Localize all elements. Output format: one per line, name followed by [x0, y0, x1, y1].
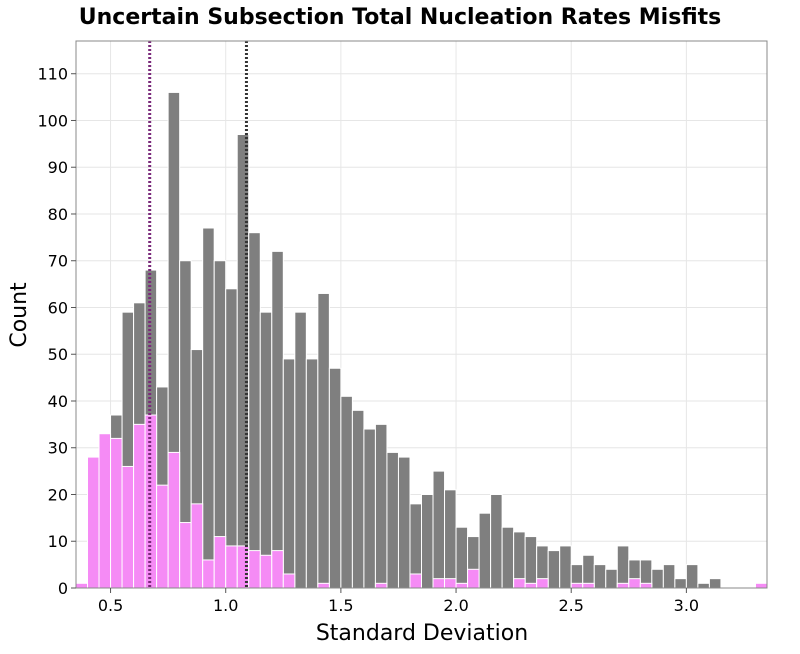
- bar-subset: [374, 582, 388, 589]
- bar-all: [340, 395, 353, 589]
- bar-subset: [455, 582, 469, 589]
- x-tick-label: 2.5: [558, 596, 583, 615]
- bar-subset: [156, 484, 169, 589]
- bar-subset: [259, 554, 273, 589]
- bar-all: [662, 564, 676, 589]
- x-tick-label: 1.0: [213, 596, 238, 615]
- bar-all: [374, 423, 388, 589]
- bar-all: [651, 568, 664, 589]
- bar-subset: [570, 582, 584, 589]
- x-axis-label: Standard Deviation: [316, 621, 528, 646]
- bar-all: [593, 564, 607, 589]
- bar-subset: [282, 573, 296, 589]
- reference-lines: [148, 41, 248, 588]
- y-tick-label: 20: [48, 485, 68, 504]
- bar-subset: [133, 423, 146, 589]
- y-tick-label: 0: [58, 579, 68, 598]
- bar-all: [455, 526, 469, 589]
- chart-title: Uncertain Subsection Total Nucleation Ra…: [79, 5, 721, 30]
- bar-all: [397, 456, 411, 589]
- y-tick-label: 110: [37, 65, 68, 84]
- bar-subset: [524, 582, 538, 589]
- y-tick-label: 10: [48, 532, 68, 551]
- bar-all: [363, 428, 376, 589]
- bar-all: [225, 288, 238, 589]
- bar-all: [432, 470, 446, 589]
- bar-subset: [179, 522, 192, 589]
- bar-all: [685, 564, 699, 589]
- bar-all: [421, 493, 434, 589]
- bar-subset: [271, 550, 284, 589]
- x-tick-label: 1.5: [328, 596, 353, 615]
- x-axis-ticks: 0.5 1.0 1.5 2.0 2.5 3.0: [98, 588, 699, 615]
- y-axis-label: Count: [7, 282, 32, 348]
- bar-subset: [202, 559, 215, 589]
- bar-subset: [248, 550, 261, 589]
- x-tick-label: 3.0: [674, 596, 699, 615]
- x-tick-label: 2.0: [443, 596, 468, 615]
- bar-subset: [317, 582, 330, 589]
- bar-all: [444, 489, 457, 589]
- bar-all: [282, 358, 296, 589]
- y-tick-label: 40: [48, 392, 68, 411]
- bar-all: [708, 578, 722, 589]
- bar-all: [248, 232, 261, 589]
- bar-all: [674, 578, 687, 589]
- bar-all: [616, 545, 630, 589]
- bar-subset: [75, 582, 89, 589]
- bar-all: [271, 250, 284, 589]
- bar-subset: [582, 582, 595, 589]
- bar-subset: [432, 578, 446, 589]
- bar-all: [559, 545, 572, 589]
- bar-subset: [87, 456, 100, 589]
- bar-all: [202, 227, 215, 589]
- bar-subset: [444, 578, 457, 589]
- bar-all: [524, 536, 538, 589]
- bar-all: [547, 550, 561, 589]
- plot-area-frame: [75, 40, 768, 589]
- bar-all: [478, 512, 492, 589]
- x-tick-label: 0.5: [98, 596, 123, 615]
- bar-subset: [167, 451, 181, 589]
- bar-all: [294, 311, 307, 589]
- bar-all: [605, 568, 618, 589]
- bar-all: [351, 409, 365, 589]
- bar-subset: [754, 582, 768, 589]
- bar-all: [305, 358, 319, 589]
- bar-all: [490, 493, 503, 589]
- bar-subset: [121, 465, 135, 589]
- y-axis-ticks: 0 10 20 30 40 50 60 70 80 90 100 110: [37, 65, 76, 598]
- bar-subset: [213, 536, 227, 589]
- y-tick-label: 30: [48, 439, 68, 458]
- bar-all: [328, 367, 342, 589]
- bar-subset: [467, 568, 480, 589]
- bar-subset: [616, 582, 630, 589]
- bar-all: [259, 311, 273, 589]
- bar-all: [501, 526, 515, 589]
- y-tick-label: 80: [48, 205, 68, 224]
- bar-subset: [409, 573, 423, 589]
- y-tick-label: 90: [48, 158, 68, 177]
- bar-subset: [536, 578, 549, 589]
- bar-subset: [190, 503, 204, 589]
- bar-all: [386, 451, 399, 589]
- y-tick-label: 70: [48, 252, 68, 271]
- y-tick-label: 100: [37, 111, 68, 130]
- bar-subset: [639, 582, 653, 589]
- y-tick-label: 60: [48, 298, 68, 317]
- bar-subset: [98, 433, 112, 589]
- bar-all: [317, 292, 330, 589]
- bar-subset: [110, 437, 123, 589]
- bar-subset: [628, 578, 641, 589]
- y-tick-label: 50: [48, 345, 68, 364]
- bar-subset: [225, 545, 238, 589]
- bar-subset: [513, 578, 526, 589]
- bar-all: [697, 582, 710, 589]
